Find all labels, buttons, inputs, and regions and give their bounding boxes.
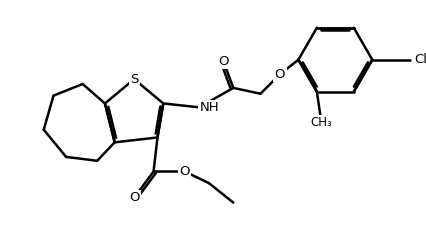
Text: O: O [179, 165, 190, 178]
Text: O: O [129, 191, 139, 204]
Text: O: O [218, 55, 229, 68]
Text: NH: NH [199, 101, 219, 114]
Text: Cl: Cl [414, 53, 426, 66]
Text: O: O [275, 68, 285, 81]
Text: S: S [130, 73, 138, 86]
Text: CH₃: CH₃ [310, 116, 331, 129]
